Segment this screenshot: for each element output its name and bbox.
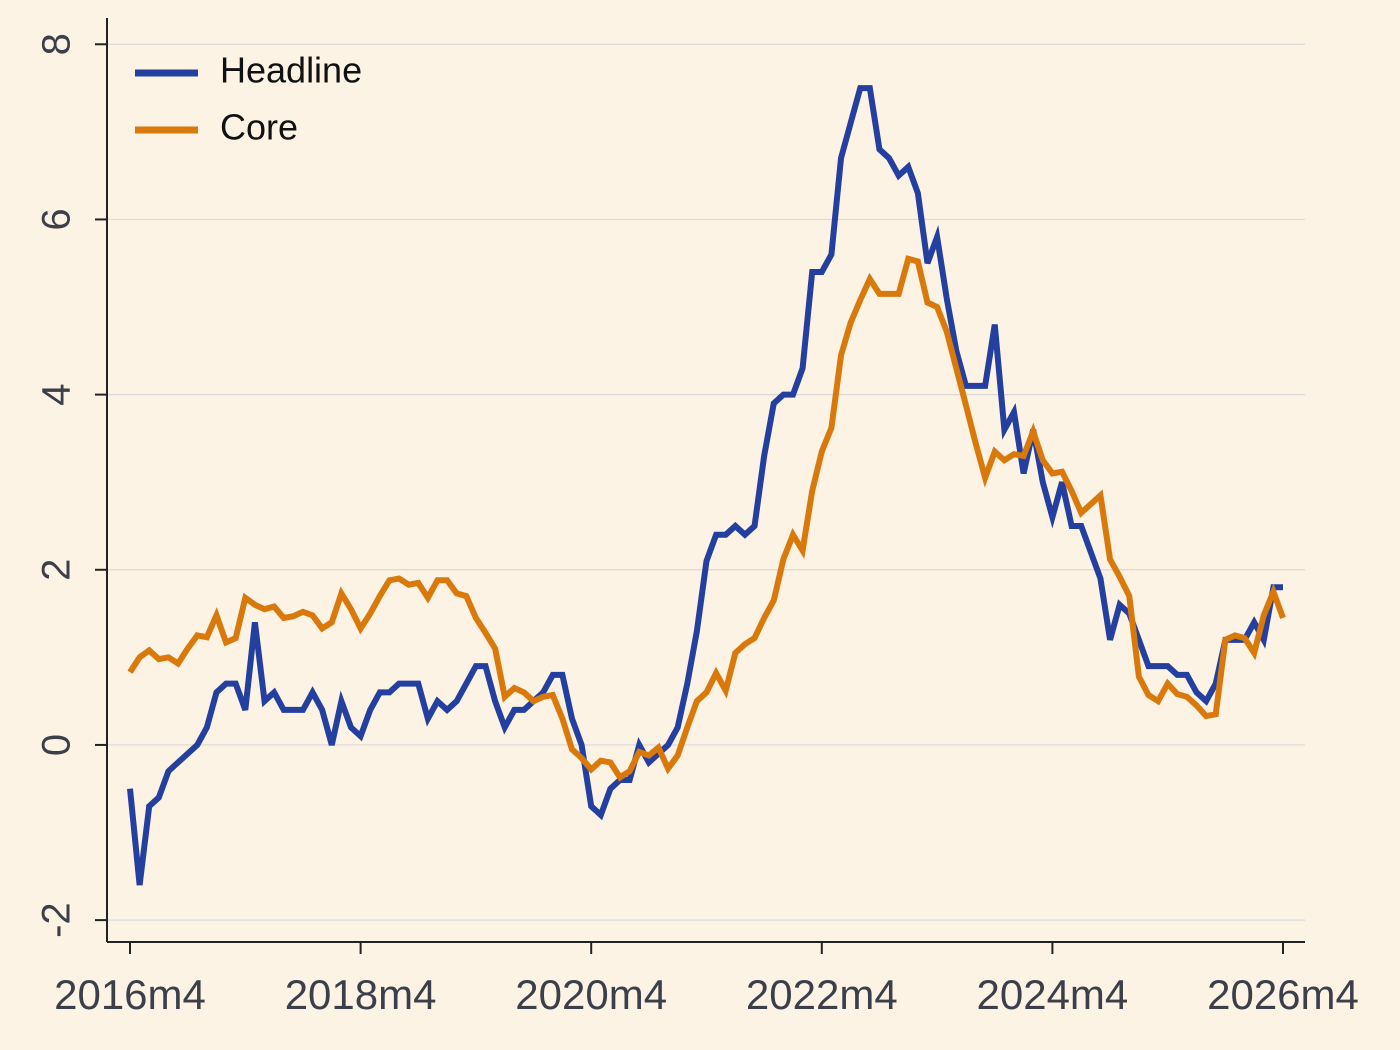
y-tick-label: 6: [35, 208, 79, 230]
y-tick-label: 8: [35, 33, 79, 55]
x-tick-label: 2016m4: [54, 971, 206, 1018]
legend-label: Core: [220, 107, 298, 148]
x-tick-label: 2018m4: [285, 971, 437, 1018]
x-tick-label: 2026m4: [1207, 971, 1359, 1018]
line: [127, 255, 1286, 782]
y-tick-label: 4: [35, 383, 79, 405]
y-tick-label: 2: [35, 559, 79, 581]
x-tick-label: 2024m4: [977, 971, 1129, 1018]
line: [127, 85, 1283, 886]
x-tick-label: 2020m4: [515, 971, 667, 1018]
legend-label: Headline: [220, 50, 362, 91]
y-tick-label: 0: [35, 734, 79, 756]
y-tick-label: -2: [35, 902, 79, 938]
x-tick-label: 2022m4: [746, 971, 898, 1018]
